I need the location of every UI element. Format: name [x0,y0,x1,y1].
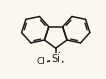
Text: Cl: Cl [37,57,46,66]
Text: Si: Si [51,54,60,64]
